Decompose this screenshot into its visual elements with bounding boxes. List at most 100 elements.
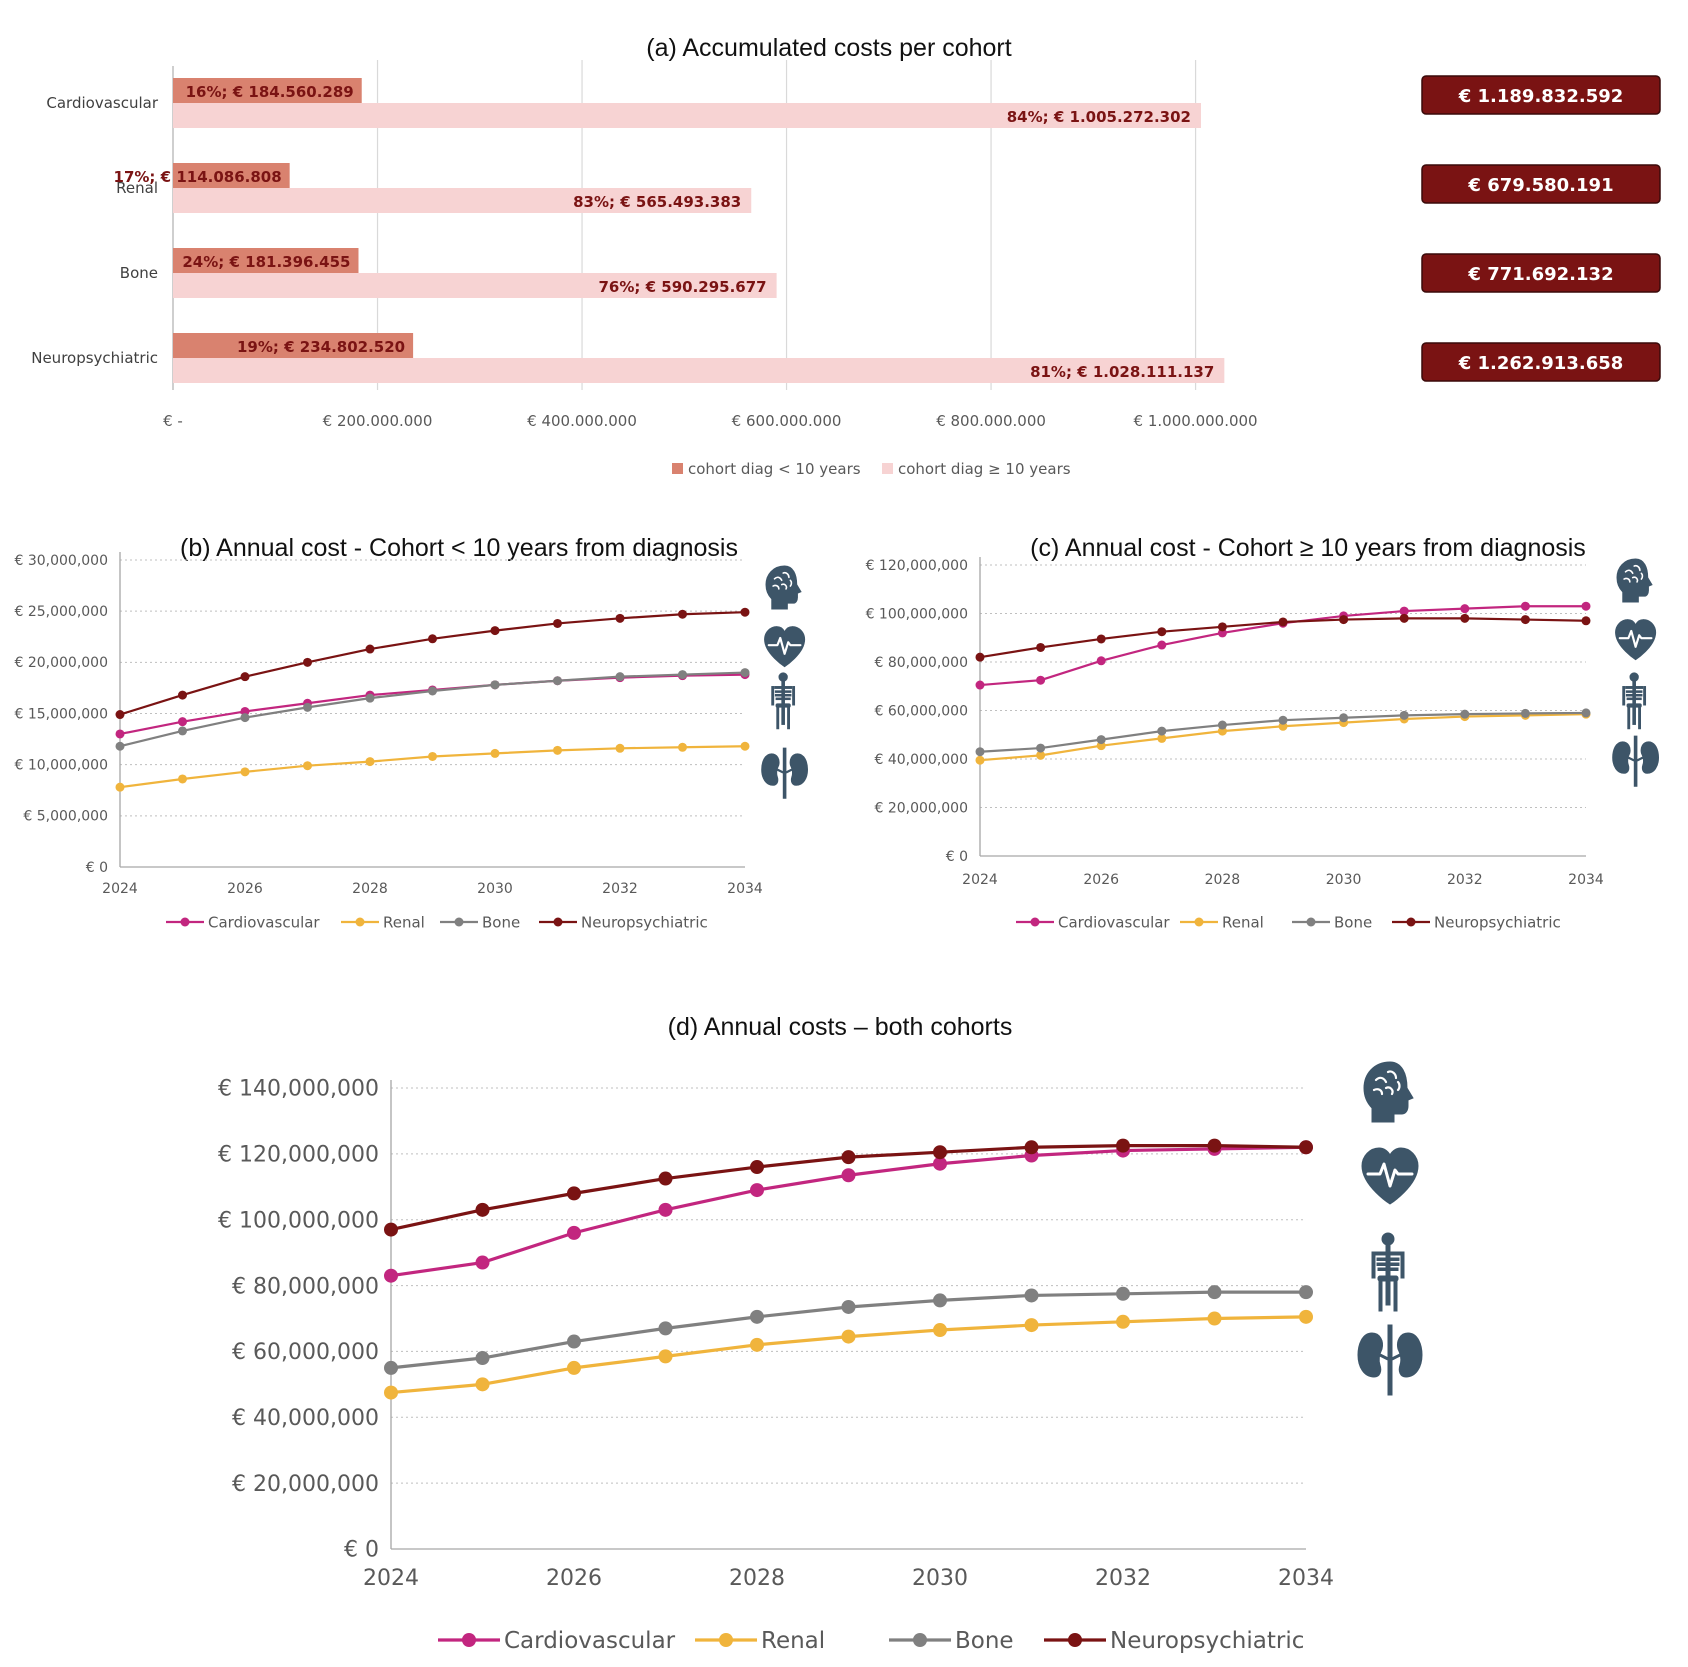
category-label-cardiovascular: Cardiovascular bbox=[46, 94, 158, 112]
panel-c-point-cardiovascular bbox=[1036, 675, 1046, 685]
bar-label-lt10-cardiovascular: 16%; € 184.560.289 bbox=[186, 83, 354, 101]
panel-c-point-neuropsychiatric bbox=[1339, 615, 1349, 625]
panel-b-line-neuropsychiatric bbox=[119, 611, 746, 716]
panel-b-point-bone bbox=[428, 686, 437, 696]
panel-a-accumulated-costs: (a) Accumulated costs per cohort € - € 20… bbox=[31, 34, 1661, 478]
panel-c-point-bone bbox=[975, 747, 985, 757]
bar-lt10-neuropsychiatric bbox=[173, 333, 414, 358]
brain-icon bbox=[1362, 1060, 1415, 1124]
panel-b-legend-label-bone: Bone bbox=[482, 913, 520, 931]
panel-b-legend-marker-cardiovascular bbox=[180, 917, 190, 927]
panel-c-point-bone bbox=[1096, 735, 1106, 745]
bar-ge10-neuropsychiatric bbox=[173, 358, 1225, 383]
kidney-icon bbox=[1356, 1323, 1424, 1397]
bar-lt10-renal bbox=[173, 163, 290, 188]
panel-c-point-neuropsychiatric bbox=[1520, 615, 1530, 625]
panel-b-y-tick: € 0 bbox=[86, 860, 108, 876]
panel-b-y-tick: € 25,000,000 bbox=[14, 604, 108, 620]
panel-d-point-cardiovascular bbox=[658, 1202, 673, 1217]
panel-d-point-neuropsychiatric bbox=[567, 1186, 581, 1201]
panel-d-point-cardiovascular bbox=[933, 1156, 947, 1171]
panel-d-point-bone bbox=[841, 1299, 856, 1314]
panel-b-point-renal bbox=[678, 742, 687, 752]
total-value-cardiovascular: € 1.189.832.592 bbox=[1458, 86, 1624, 107]
panel-c-point-cardiovascular bbox=[1581, 601, 1591, 611]
bar-label-lt10-bone: 24%; € 181.396.455 bbox=[182, 253, 350, 271]
panel-c-x-tick: 2030 bbox=[1326, 872, 1362, 888]
panel-d-point-renal bbox=[1024, 1318, 1039, 1333]
panel-b-line-bone bbox=[119, 671, 746, 748]
panel-d-point-renal bbox=[841, 1329, 856, 1344]
skeleton-icon bbox=[1622, 672, 1647, 730]
panel-c-point-bone bbox=[1581, 708, 1591, 718]
panel-d-title: (d) Annual costs – both cohorts bbox=[668, 1013, 1013, 1041]
panel-d-y-tick: € 20,000,000 bbox=[232, 1472, 379, 1497]
panel-b-y-tick: € 5,000,000 bbox=[23, 809, 108, 825]
panel-b-point-renal bbox=[115, 782, 125, 792]
panel-b-point-neuropsychiatric bbox=[115, 710, 125, 720]
panel-b-point-neuropsychiatric bbox=[178, 690, 187, 700]
panel-b-point-bone bbox=[178, 726, 187, 736]
panel-d-point-bone bbox=[750, 1309, 764, 1324]
panel-d-y-tick: € 140,000,000 bbox=[218, 1077, 379, 1102]
panel-d-point-renal bbox=[384, 1385, 398, 1400]
panel-c-point-neuropsychiatric bbox=[1460, 613, 1470, 623]
panel-d-point-bone bbox=[658, 1321, 673, 1336]
heart-icon bbox=[1614, 618, 1657, 661]
panel-c-point-neuropsychiatric bbox=[1096, 634, 1106, 644]
panel-d-point-bone bbox=[1024, 1288, 1039, 1303]
panel-c-point-cardiovascular bbox=[1460, 604, 1470, 614]
panel-b-legend-label-cardiovascular: Cardiovascular bbox=[208, 913, 320, 931]
panel-b-title: (b) Annual cost - Cohort < 10 years from… bbox=[180, 534, 738, 562]
panel-a-x-tick: € 200.000.000 bbox=[323, 412, 433, 430]
panel-c-point-bone bbox=[1036, 743, 1046, 753]
panel-b-point-neuropsychiatric bbox=[678, 609, 687, 619]
panel-b-point-bone bbox=[115, 741, 125, 751]
panel-b-point-renal bbox=[615, 743, 625, 753]
panel-c-point-neuropsychiatric bbox=[1036, 642, 1046, 652]
panel-b-point-bone bbox=[490, 680, 500, 690]
panel-d-point-renal bbox=[1116, 1314, 1130, 1329]
panel-d-point-cardiovascular bbox=[750, 1183, 764, 1198]
panel-a-x-tick: € 1.000.000.000 bbox=[1134, 412, 1258, 430]
panel-c-point-bone bbox=[1520, 708, 1530, 718]
bar-label-ge10-neuropsychiatric: 81%; € 1.028.111.137 bbox=[1030, 363, 1214, 381]
panel-b-point-neuropsychiatric bbox=[740, 607, 750, 617]
panel-c-y-tick: € 80,000,000 bbox=[874, 655, 968, 671]
panel-c-point-neuropsychiatric bbox=[975, 652, 985, 662]
panel-d-point-cardiovascular bbox=[567, 1225, 581, 1240]
panel-d-point-neuropsychiatric bbox=[1024, 1140, 1039, 1155]
bar-label-ge10-cardiovascular: 84%; € 1.005.272.302 bbox=[1007, 108, 1191, 126]
panel-a-totals: € 1.189.832.592 € 679.580.191 € 771.692.13… bbox=[1421, 75, 1661, 382]
panel-d-legend-label-cardiovascular: Cardiovascular bbox=[504, 1628, 676, 1654]
panel-d-point-bone bbox=[1299, 1285, 1313, 1300]
total-box-bone bbox=[1421, 253, 1661, 293]
legend-swatch-lt10 bbox=[672, 463, 683, 474]
panel-c-x-tick: 2024 bbox=[962, 872, 998, 888]
panel-c-point-cardiovascular bbox=[975, 680, 985, 690]
panel-d-legend-label-renal: Renal bbox=[761, 1628, 825, 1654]
panel-c-y-tick: € 60,000,000 bbox=[874, 703, 968, 719]
panel-c-y-tick: € 100,000,000 bbox=[866, 606, 968, 622]
panel-b-point-bone bbox=[240, 713, 250, 723]
panel-a-x-tick: € 600.000.000 bbox=[732, 412, 842, 430]
panel-b-y-tick: € 15,000,000 bbox=[14, 706, 108, 722]
panel-b-x-tick: 2034 bbox=[727, 881, 763, 897]
panel-d-x-tick: 2024 bbox=[363, 1566, 419, 1591]
panel-d-legend-label-neuropsychiatric: Neuropsychiatric bbox=[1110, 1628, 1304, 1654]
panel-d-y-tick: € 40,000,000 bbox=[232, 1406, 379, 1431]
panel-d-y-tick: € 80,000,000 bbox=[232, 1274, 379, 1299]
panel-b-legend-marker-renal bbox=[355, 917, 365, 927]
panel-b-point-neuropsychiatric bbox=[553, 618, 562, 628]
panel-c-point-cardiovascular bbox=[1096, 656, 1106, 666]
heart-icon bbox=[763, 625, 806, 668]
panel-d-legend-marker-neuropsychiatric bbox=[1068, 1633, 1082, 1647]
bar-lt10-bone bbox=[173, 248, 359, 273]
panel-d-legend-marker-renal bbox=[719, 1633, 733, 1647]
panel-d-x-tick: 2034 bbox=[1278, 1566, 1334, 1591]
panel-a-x-tick-labels: € - € 200.000.000 € 400.000.000 € 600.000.0… bbox=[163, 412, 1257, 430]
panel-b-x-tick: 2032 bbox=[602, 881, 638, 897]
bar-label-lt10-renal: 17%; € 114.086.808 bbox=[114, 168, 282, 186]
panel-b-point-bone bbox=[740, 668, 750, 678]
panel-c-point-renal bbox=[1036, 750, 1046, 760]
